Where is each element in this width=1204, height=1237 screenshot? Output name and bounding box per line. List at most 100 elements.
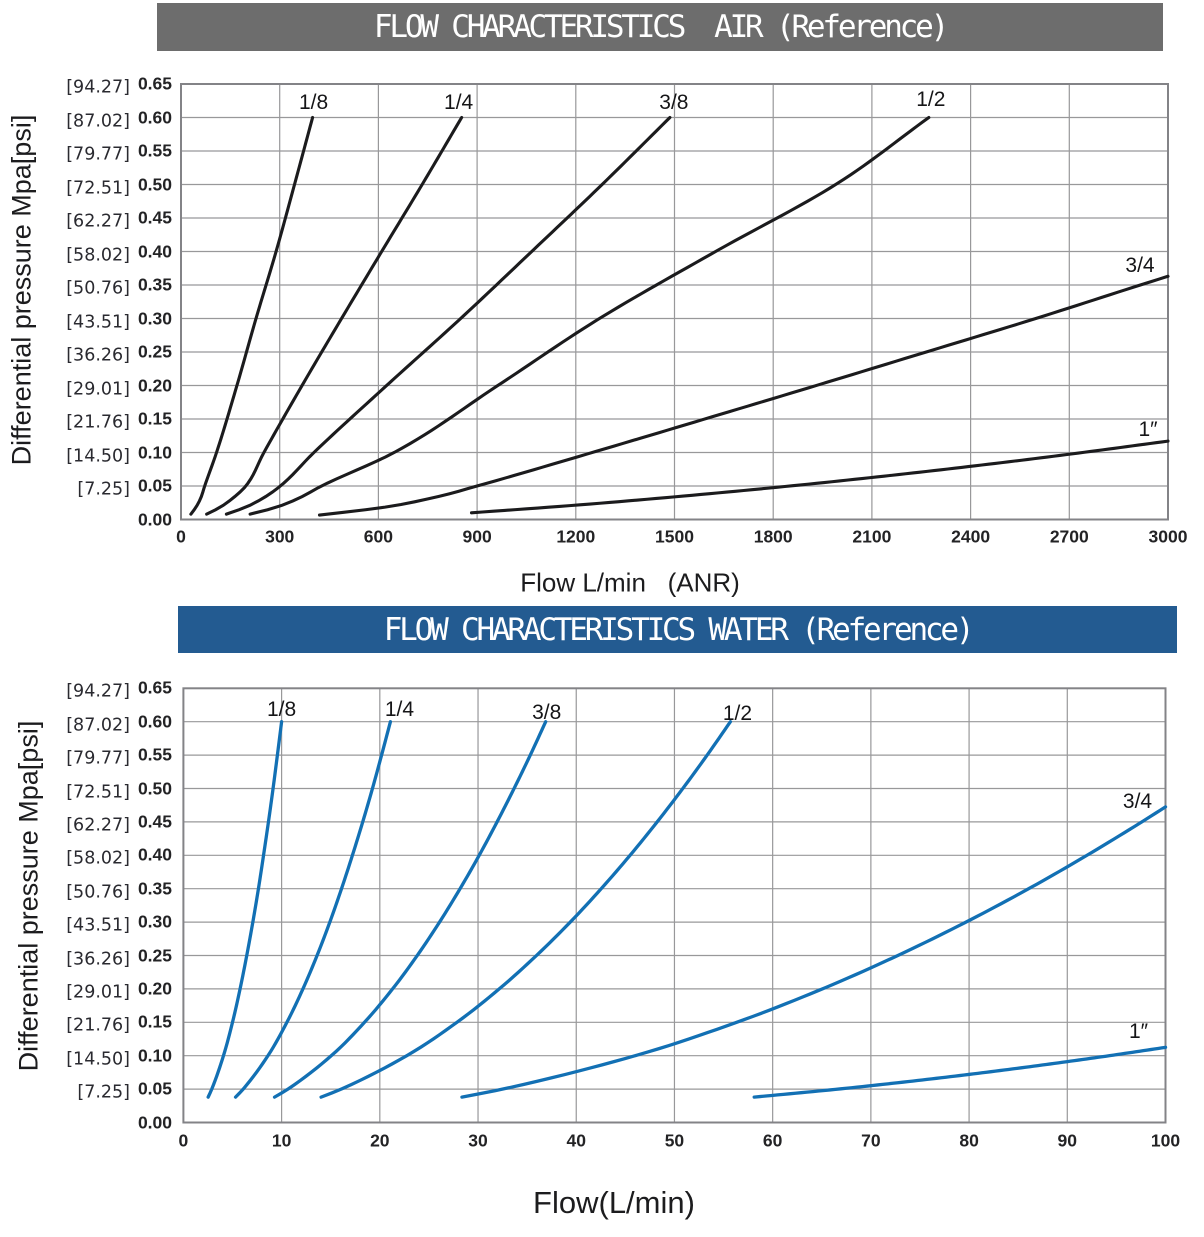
air-y-tick-label: 0.35 (137, 274, 172, 295)
water-x-tick-label: 70 (861, 1130, 881, 1151)
water-y-psi-label: [29.01] (66, 982, 130, 1003)
water-curve-1/2 (319, 720, 733, 1099)
water-y-tick-label: 0.65 (137, 677, 172, 698)
water-curve-1/8 (206, 720, 284, 1099)
air-curve-label-3/4: 3/4 (1125, 254, 1155, 278)
water-x-tick-label: 100 (1150, 1130, 1181, 1151)
water-y-psi-label: [21.76] (66, 1015, 130, 1036)
air-y-psi-label: [14.50] (66, 445, 130, 466)
air-curve-label-1/4: 1/4 (444, 90, 474, 114)
air-x-tick-label: 2100 (852, 526, 892, 547)
air-y-psi-label: [29.01] (66, 378, 130, 399)
air-curve-3/4 (317, 274, 1170, 517)
air-y-psi-label: [79.77] (66, 144, 130, 165)
water-y-tick-label: 0.55 (137, 744, 172, 765)
water-x-axis-title: Flow(L/min) (533, 1185, 695, 1220)
air-x-tick-label: 2400 (951, 526, 991, 547)
water-chart-title-bar: FLOW CHARACTERISTICS WATER (Reference) (178, 606, 1177, 653)
air-y-tick-label: 0.45 (137, 207, 172, 228)
air-y-tick-label: 0.60 (137, 106, 172, 127)
air-curve-1/2 (248, 115, 931, 516)
water-plot-border (182, 687, 1167, 1124)
water-y-tick-label: 0.30 (137, 911, 172, 932)
water-curve-label-1/2: 1/2 (722, 701, 753, 725)
air-y-psi-label: [36.26] (66, 345, 130, 366)
water-y-tick-label: 0.15 (137, 1011, 172, 1032)
water-chart-title: FLOW CHARACTERISTICS WATER (Reference) (383, 611, 975, 648)
water-curve-1″ (752, 1045, 1168, 1099)
air-y-psi-label: [43.51] (66, 311, 130, 332)
air-x-tick-label: 1500 (655, 526, 694, 547)
air-y-tick-label: 0.00 (137, 508, 172, 529)
water-y-psi-label: [36.26] (66, 948, 130, 969)
air-x-tick-label: 600 (363, 526, 393, 547)
air-curve-3/8 (224, 115, 672, 516)
water-y-psi-label: [43.51] (66, 915, 130, 936)
air-y-psi-label: [94.27] (66, 77, 130, 98)
air-curve-label-3/8: 3/8 (659, 90, 689, 114)
water-y-psi-label: [14.50] (66, 1048, 130, 1069)
air-y-tick-label: 0.15 (137, 408, 172, 429)
air-y-tick-label: 0.20 (137, 374, 172, 395)
air-curve-1/8 (189, 115, 315, 516)
air-x-tick-label: 900 (462, 526, 492, 547)
water-y-tick-label: 0.00 (137, 1111, 172, 1132)
water-curve-label-3/4: 3/4 (1122, 789, 1153, 813)
water-x-tick-label: 10 (271, 1130, 292, 1151)
water-y-psi-label: [94.27] (66, 681, 130, 702)
air-curve-1/4 (205, 115, 464, 516)
water-curve-label-3/8: 3/8 (532, 700, 562, 724)
water-curve-3/8 (272, 720, 548, 1099)
air-y-tick-label: 0.05 (137, 475, 172, 496)
air-curve-label-1/2: 1/2 (916, 87, 946, 111)
air-plot-border (180, 83, 1169, 521)
water-x-tick-label: 80 (959, 1130, 979, 1151)
air-curve-label-1″: 1″ (1138, 418, 1158, 442)
air-y-psi-label: [21.76] (66, 412, 130, 433)
air-x-axis-title: Flow L/min (ANR) (520, 567, 740, 598)
air-y-psi-label: [58.02] (66, 244, 130, 265)
water-y-tick-label: 0.10 (137, 1044, 172, 1065)
air-y-tick-label: 0.65 (137, 73, 172, 94)
air-x-tick-label: 2700 (1049, 526, 1089, 547)
air-x-tick-label: 1200 (556, 526, 596, 547)
water-x-tick-label: 50 (664, 1130, 685, 1151)
water-y-tick-label: 0.45 (137, 811, 172, 832)
air-y-tick-label: 0.25 (137, 341, 172, 362)
water-curve-label-1/4: 1/4 (384, 697, 415, 721)
air-y-tick-label: 0.50 (137, 173, 172, 194)
air-y-psi-label: [87.02] (66, 110, 130, 131)
water-y-tick-label: 0.35 (137, 877, 172, 898)
water-y-tick-label: 0.60 (137, 710, 172, 731)
water-y-psi-label: [79.77] (66, 748, 130, 769)
air-y-tick-label: 0.30 (137, 307, 172, 328)
water-plot (182, 687, 1168, 1124)
water-y-psi-label: [62.27] (66, 815, 130, 836)
air-chart-title-bar: FLOW CHARACTERISTICS AIR (Reference) (157, 3, 1163, 51)
water-y-tick-label: 0.50 (137, 777, 172, 798)
air-y-tick-label: 0.10 (137, 441, 172, 462)
water-y-tick-label: 0.40 (137, 844, 172, 865)
air-y-psi-label: [62.27] (66, 211, 130, 232)
water-y-tick-label: 0.20 (137, 978, 172, 999)
water-y-psi-label: [58.02] (66, 848, 130, 869)
air-y-psi-label: [7.25] (77, 479, 130, 500)
water-curve-3/4 (460, 805, 1168, 1099)
air-y-tick-label: 0.40 (137, 240, 172, 261)
water-curve-label-1/8: 1/8 (267, 697, 297, 721)
air-y-tick-label: 0.55 (137, 140, 172, 161)
water-y-tick-label: 0.25 (137, 944, 172, 965)
air-x-tick-label: 300 (265, 526, 295, 547)
air-y-psi-label: [50.76] (66, 278, 130, 299)
water-x-tick-label: 60 (762, 1130, 783, 1151)
water-x-tick-label: 30 (468, 1130, 488, 1151)
water-x-tick-label: 40 (566, 1130, 586, 1151)
water-curve-label-1″: 1″ (1128, 1020, 1149, 1044)
water-y-tick-label: 0.05 (137, 1078, 172, 1099)
water-curve-1/4 (233, 720, 393, 1099)
air-curve-1″ (469, 439, 1170, 515)
water-x-tick-label: 90 (1057, 1130, 1078, 1151)
water-y-psi-label: [7.25] (77, 1082, 130, 1103)
